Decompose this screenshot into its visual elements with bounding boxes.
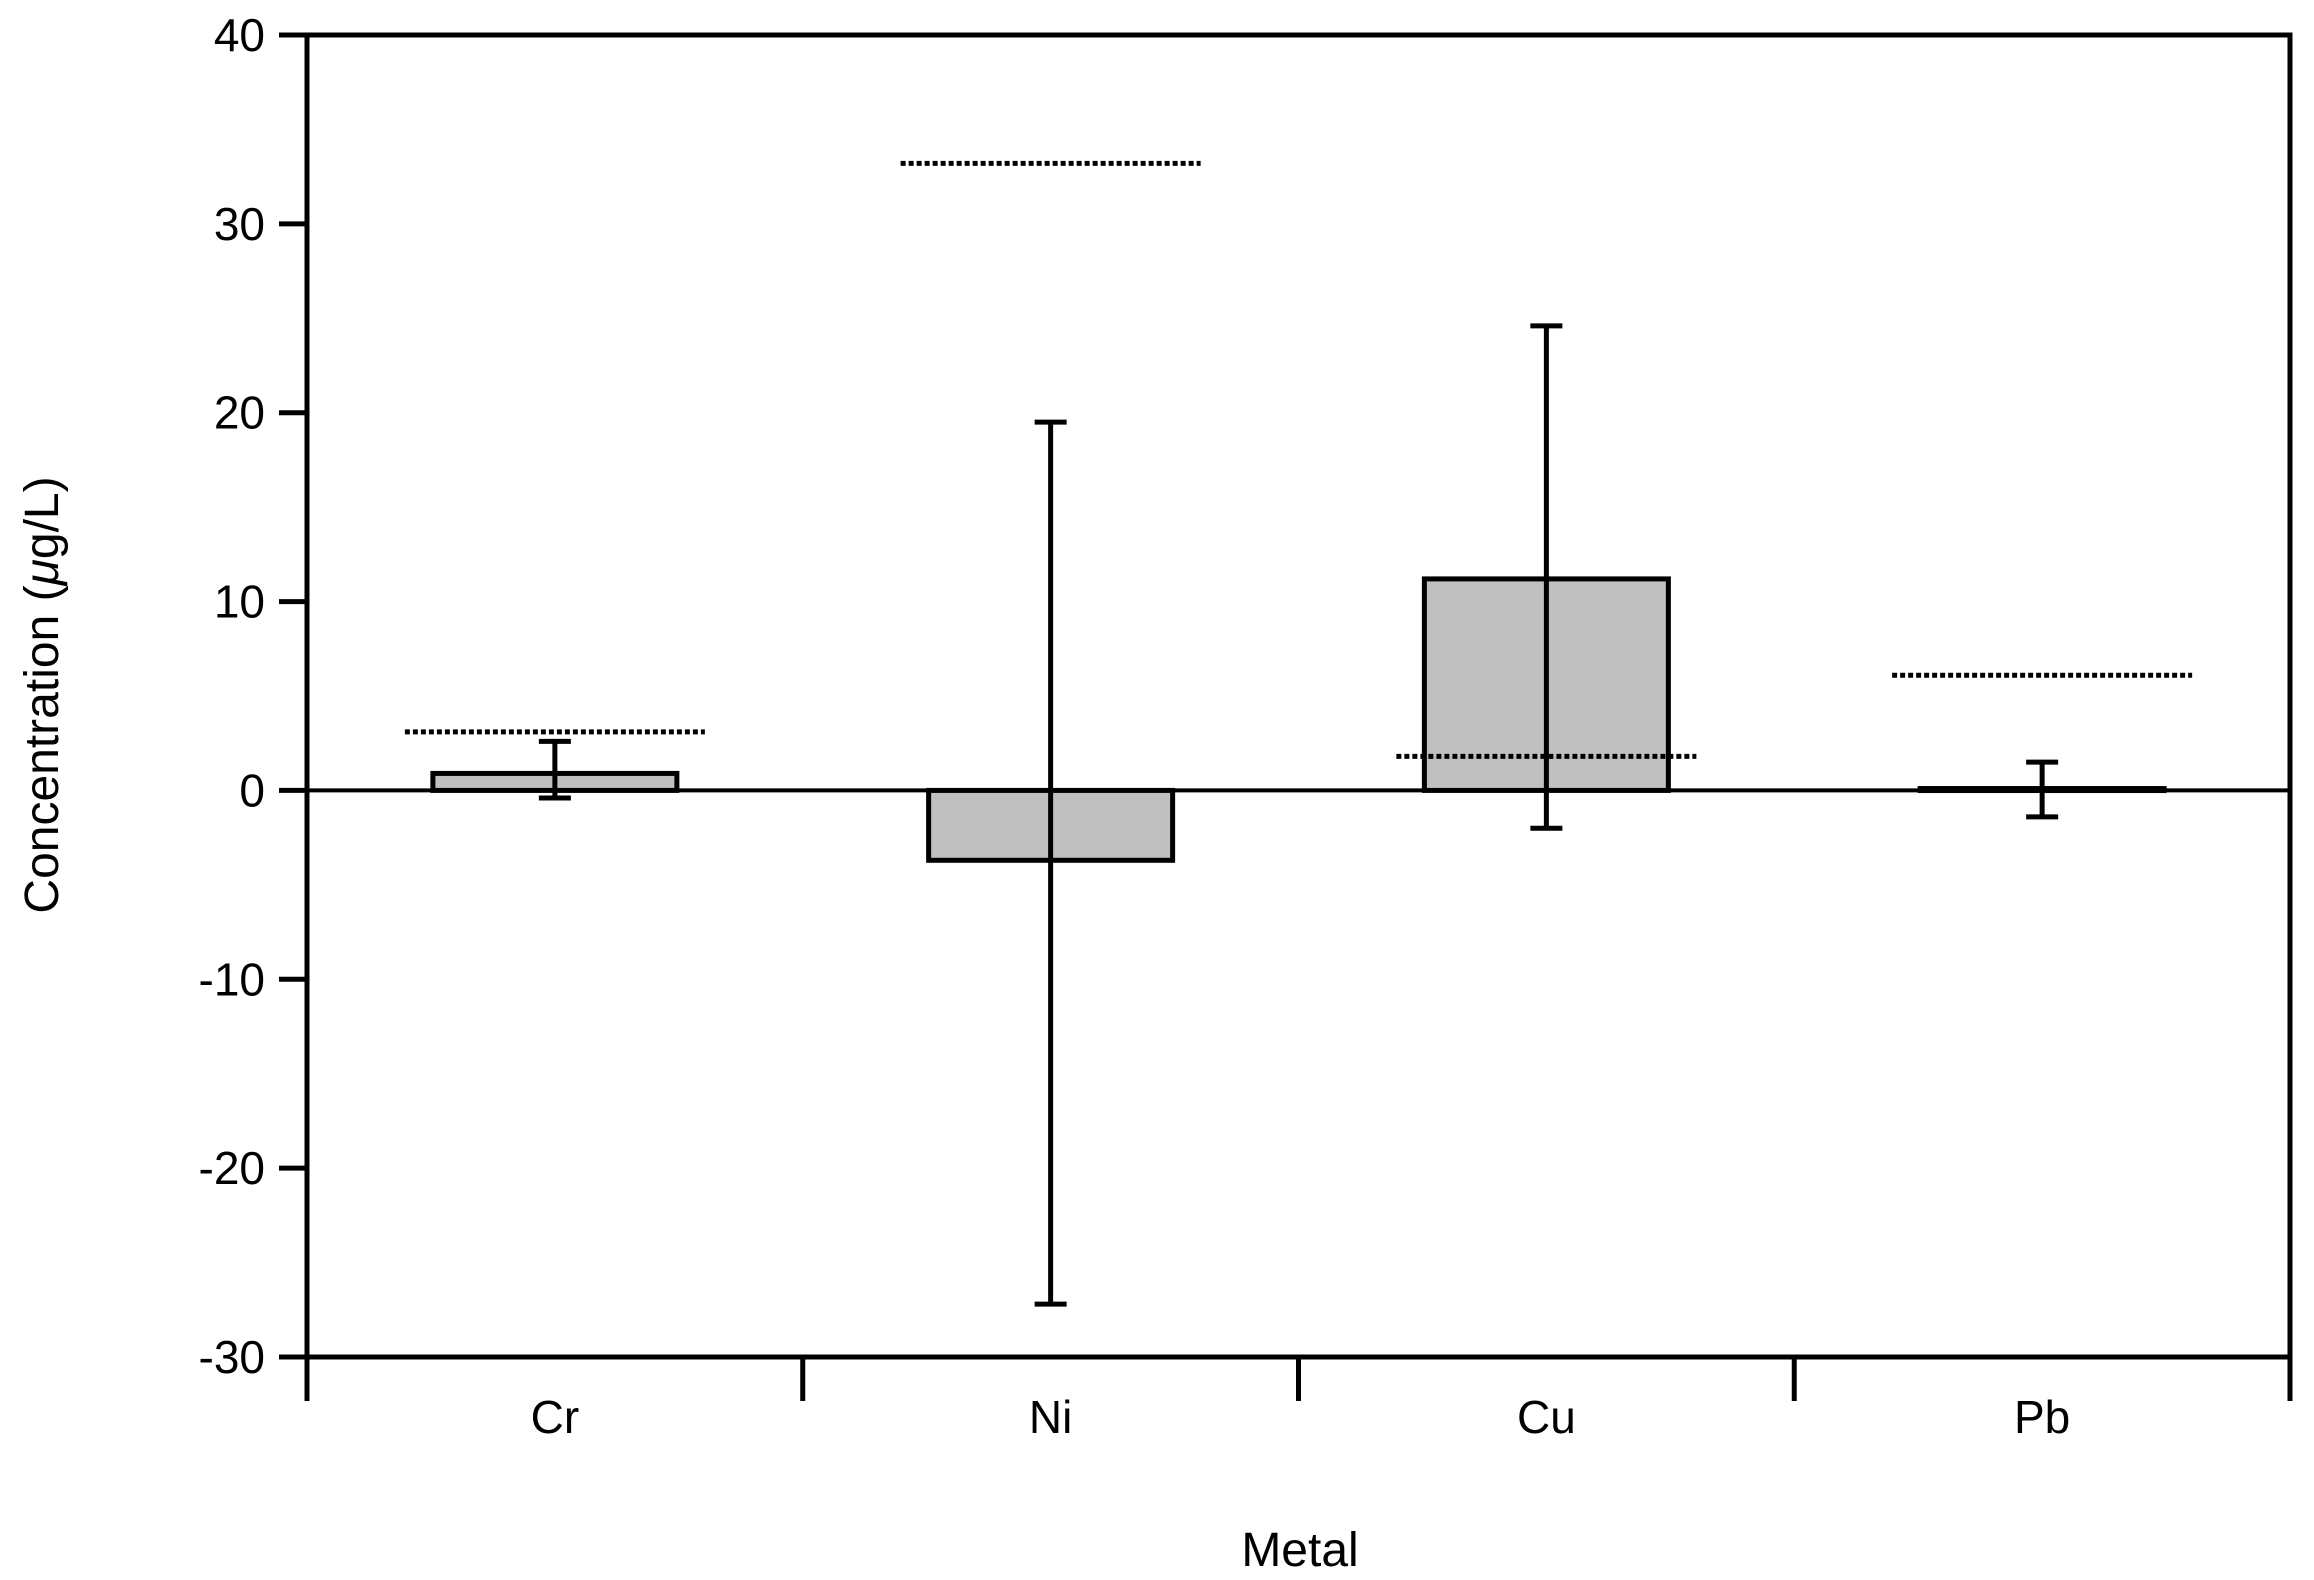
plot-frame: [304, 32, 2293, 1360]
y-axis-title-suffix: g/L): [16, 476, 69, 559]
x-tick-label: Cr: [531, 1391, 580, 1443]
x-axis-title: Metal: [1241, 1524, 1358, 1577]
x-tick-label: Cu: [1517, 1391, 1576, 1443]
y-tick-label: 40: [214, 9, 265, 61]
y-tick-label: 10: [214, 576, 265, 628]
bars: [430, 576, 2167, 863]
x-tick-label: Pb: [2014, 1391, 2070, 1443]
y-tick-label: -20: [199, 1142, 265, 1194]
reference-lines: [404, 160, 2193, 759]
plot-border: [304, 32, 2293, 1360]
y-axis-title: Concentration (μg/L): [16, 476, 69, 913]
y-axis-title-symbol: μ: [16, 559, 69, 587]
y-tick-label: 20: [214, 387, 265, 439]
y-tick-label: 0: [239, 764, 265, 816]
y-tick-label: -30: [199, 1331, 265, 1383]
y-axis-title-prefix: Concentration (: [16, 585, 69, 913]
y-tick-label: -10: [199, 953, 265, 1005]
x-tick-label: Ni: [1029, 1391, 1072, 1443]
x-axis-ticks: Cr Ni Cu Pb: [304, 1357, 2293, 1443]
y-axis-ticks: -30 -20 -10 0 10 20 30 40: [199, 9, 307, 1383]
y-tick-label: 30: [214, 198, 265, 250]
error-bars: [538, 323, 2059, 1307]
